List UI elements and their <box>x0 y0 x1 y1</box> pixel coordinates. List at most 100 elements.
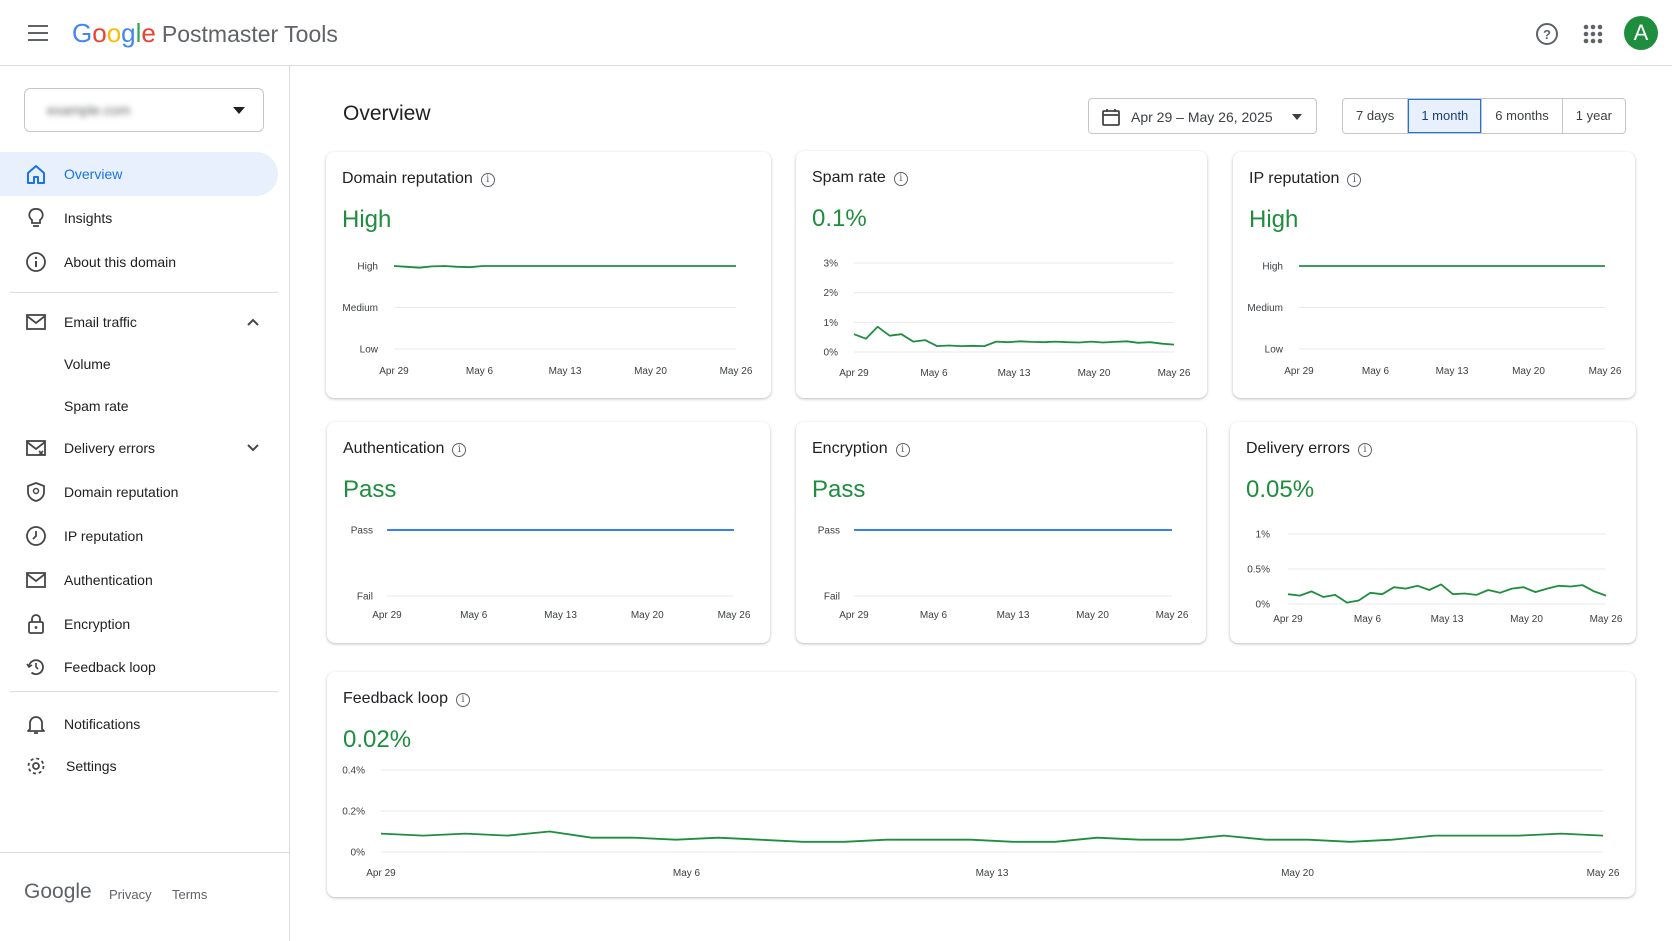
info-icon[interactable]: i <box>1358 443 1373 457</box>
sidebar-item-domain-reputation[interactable]: Domain reputation <box>0 470 278 514</box>
card-title: Encryption i <box>812 440 910 458</box>
x-tick-label: May 26 <box>1590 614 1623 625</box>
x-tick-label: May 20 <box>1078 368 1111 379</box>
lock-icon <box>28 614 44 634</box>
x-tick-label: May 20 <box>1281 868 1314 879</box>
x-tick-label: May 26 <box>1589 366 1622 377</box>
sidebar-item-spam-rate[interactable]: Spam rate <box>0 388 278 424</box>
y-tick-label: Low <box>1265 345 1284 356</box>
sidebar-item-label: Email traffic <box>64 314 137 330</box>
footer-google-logo: Google <box>24 880 92 903</box>
x-tick-label: May 20 <box>1076 610 1109 621</box>
domain-select-value: example.com <box>47 102 131 118</box>
sidebar-item-authentication[interactable]: Authentication <box>0 558 278 602</box>
card-metric: High <box>342 206 392 233</box>
clock-icon <box>26 526 46 546</box>
privacy-link[interactable]: Privacy <box>109 887 152 902</box>
bell-icon <box>27 716 45 734</box>
card-title-text: IP reputation <box>1249 170 1340 187</box>
authentication-card[interactable]: Pass Fail Apr 29 May 6 May 13 May 20 May 26 Au… <box>327 422 770 643</box>
y-tick-label: Fail <box>357 592 373 603</box>
card-metric: 0.05% <box>1246 476 1315 503</box>
chevron-down-icon[interactable] <box>244 439 262 457</box>
spam_rate-chart: 3% 2% 1% 0%Apr 29 May 6 May 13 May 20 May 26 <box>824 259 1191 380</box>
range-7-days[interactable]: 7 days <box>1356 108 1395 123</box>
sidebar-item-encryption[interactable]: Encryption <box>0 602 278 646</box>
range-1-year[interactable]: 1 year <box>1561 99 1625 133</box>
y-tick-label: 0.5% <box>1247 565 1270 576</box>
sidebar-item-ip-reputation[interactable]: IP reputation <box>0 514 278 558</box>
x-tick-label: May 20 <box>1510 614 1543 625</box>
x-tick-label: Apr 29 <box>1273 614 1303 625</box>
domain-select[interactable]: example.com <box>24 88 264 132</box>
sidebar-item-about-domain[interactable]: About this domain <box>0 240 278 284</box>
encryption-card[interactable]: Pass Fail Apr 29 May 6 May 13 May 20 May 26 En… <box>796 422 1206 643</box>
spam-rate-card[interactable]: 3% 2% 1% 0% Apr 29 May 6 May 13 May 20 May 26 Sp… <box>796 151 1207 398</box>
info-icon[interactable]: i <box>1347 173 1362 187</box>
logo-letter: G <box>72 18 93 48</box>
top-app-bar: Google Postmaster Tools ? A <box>0 0 1672 66</box>
sidebar-item-overview[interactable]: Overview <box>0 152 278 196</box>
info-icon[interactable]: i <box>480 173 495 187</box>
feedback-loop-card[interactable]: 0.4% 0.2% 0% Apr 29 May 6 May 13 May 20 May 26 … <box>327 672 1635 897</box>
y-tick-label: 0.4% <box>342 766 365 777</box>
logo-letter: l <box>135 18 142 48</box>
sidebar-item-settings[interactable]: Settings <box>0 744 278 788</box>
account-avatar[interactable]: A <box>1624 16 1658 50</box>
y-tick-label: 0% <box>1256 600 1271 611</box>
sidebar-item-label: Encryption <box>64 616 131 632</box>
card-title-text: Domain reputation <box>342 170 473 187</box>
x-tick-label: May 20 <box>634 366 667 377</box>
sidebar-item-label: Authentication <box>64 572 153 588</box>
y-tick-label: 0.2% <box>342 807 365 818</box>
sidebar: example.com Overview Insights About this… <box>0 66 290 941</box>
card-title: Feedback loop i <box>343 690 470 708</box>
range-1-month[interactable]: 1 month <box>1407 99 1482 133</box>
feedback_loop-chart: 0.4% 0.2% 0%Apr 29 May 6 May 13 May 20 May 26 <box>342 766 1620 880</box>
y-tick-label: Pass <box>351 526 373 537</box>
logo-letter: o <box>106 18 122 48</box>
domain_reputation-series-line <box>393 265 736 269</box>
sidebar-item-feedback-loop[interactable]: Feedback loop <box>0 645 278 689</box>
x-tick-label: Apr 29 <box>1284 366 1314 377</box>
x-tick-label: May 13 <box>549 366 582 377</box>
date-range-picker[interactable]: Apr 29 – May 26, 2025 <box>1088 98 1317 134</box>
sidebar-item-insights[interactable]: Insights <box>0 196 278 240</box>
product-name: Postmaster Tools <box>161 21 338 47</box>
logo-letter: e <box>141 18 156 48</box>
sidebar-item-notifications[interactable]: Notifications <box>0 702 278 746</box>
sidebar-item-email-traffic[interactable]: Email traffic <box>0 300 278 344</box>
y-tick-label: 2% <box>824 288 839 299</box>
delivery_errors-chart: 1% 0.5% 0%Apr 29 May 6 May 13 May 20 May 26 <box>1247 530 1623 626</box>
y-tick-label: High <box>357 262 378 273</box>
info-icon[interactable]: i <box>452 443 467 457</box>
terms-link[interactable]: Terms <box>172 887 208 902</box>
date-range-label: Apr 29 – May 26, 2025 <box>1131 109 1273 125</box>
delivery-errors-card[interactable]: 1% 0.5% 0% Apr 29 May 6 May 13 May 20 May 26 De… <box>1230 422 1636 643</box>
help-icon[interactable]: ? <box>1532 19 1562 49</box>
mail-error-icon <box>26 440 46 456</box>
info-icon[interactable]: i <box>455 693 470 707</box>
sidebar-item-volume[interactable]: Volume <box>0 346 278 382</box>
x-tick-label: May 6 <box>1354 614 1382 625</box>
logo-letter: g <box>121 18 136 48</box>
sidebar-footer-divider <box>0 852 289 853</box>
sidebar-item-label: Spam rate <box>64 398 129 414</box>
chevron-up-icon[interactable] <box>244 313 262 331</box>
logo-letter: o <box>92 18 107 48</box>
apps-grid-icon[interactable] <box>1578 19 1608 49</box>
info-icon[interactable]: i <box>893 172 908 186</box>
app-logo[interactable]: Google Postmaster Tools <box>72 18 338 49</box>
card-title: Domain reputation i <box>342 170 495 188</box>
range-6-months[interactable]: 6 months <box>1481 99 1561 133</box>
x-tick-label: May 13 <box>998 368 1031 379</box>
info-icon[interactable]: i <box>895 443 910 457</box>
sidebar-item-label: Delivery errors <box>64 440 156 456</box>
domain-reputation-card[interactable]: High Medium Low Apr 29 May 6 May 13 May 20 May … <box>326 152 771 398</box>
sidebar-item-delivery-errors[interactable]: Delivery errors <box>0 426 278 470</box>
page-title: Overview <box>343 102 431 125</box>
y-tick-label: 0% <box>351 848 366 859</box>
ip-reputation-card[interactable]: High Medium Low Apr 29 May 6 May 13 May 20 May … <box>1233 152 1635 398</box>
hamburger-menu-icon[interactable] <box>22 20 54 46</box>
